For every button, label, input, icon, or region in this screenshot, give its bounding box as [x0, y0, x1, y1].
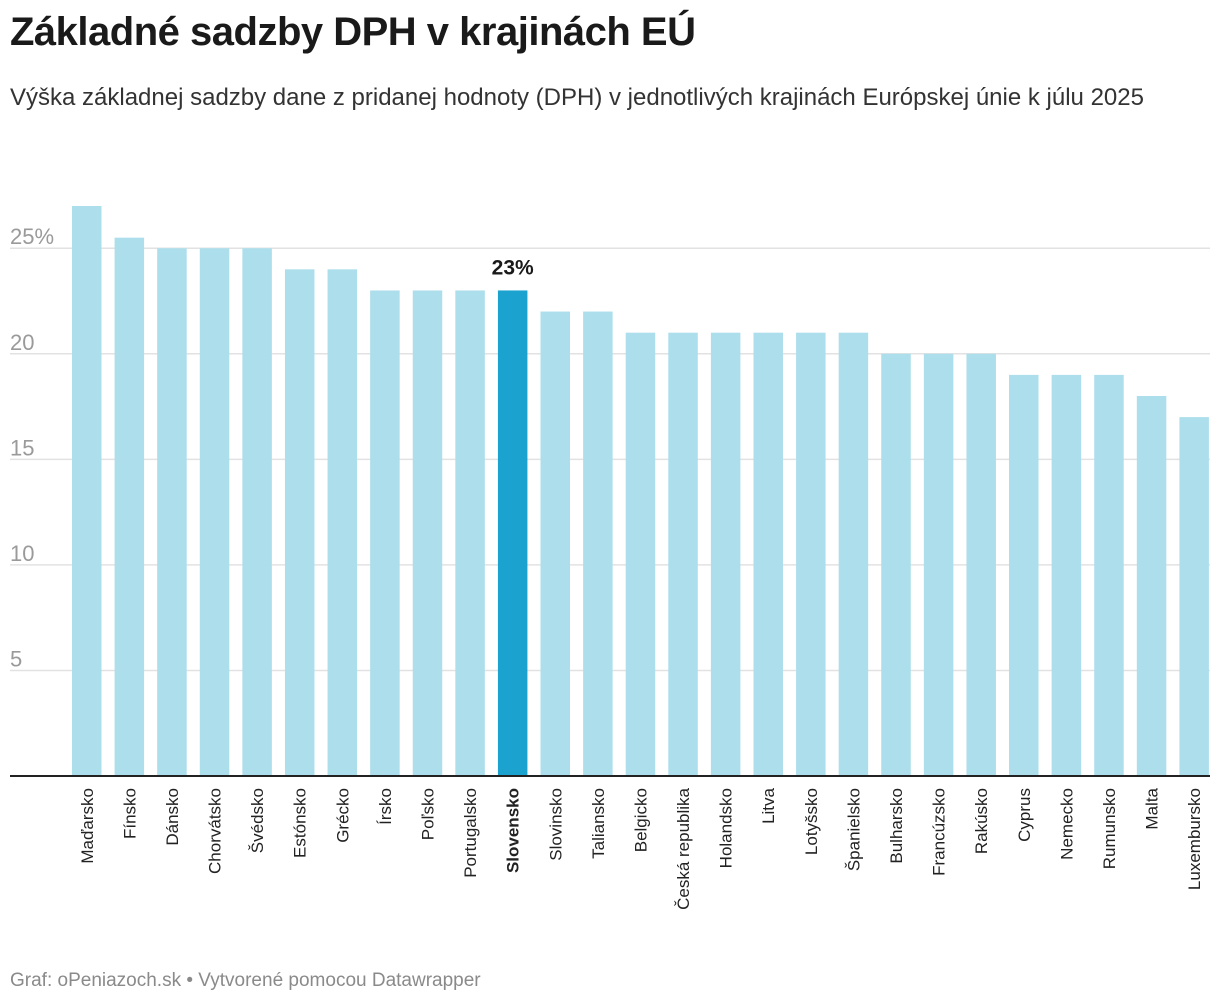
bar	[753, 332, 783, 776]
x-tick-label: Estónsko	[291, 788, 310, 858]
x-tick-label: Lotyšsko	[802, 788, 821, 855]
bar	[72, 206, 102, 776]
x-tick-label: Cyprus	[1015, 788, 1034, 842]
bar	[284, 269, 315, 776]
x-tick-label: Rakúsko	[972, 788, 991, 854]
x-tick-label: Belgicko	[631, 788, 650, 852]
x-tick-label: Taliansko	[589, 788, 608, 859]
y-axis-ticks: 5 10 15 20 25%	[10, 224, 54, 671]
x-tick-label: Grécko	[333, 788, 352, 843]
x-tick-label: Švédsko	[248, 788, 267, 853]
bar	[327, 269, 358, 776]
y-tick-label: 15	[10, 435, 34, 460]
x-tick-label: Portugalsko	[461, 788, 480, 878]
x-tick-label: Luxembursko	[1185, 788, 1204, 890]
bar	[1009, 374, 1039, 776]
x-tick-label: Španielsko	[844, 788, 863, 871]
bar	[668, 332, 698, 776]
bar	[923, 353, 954, 776]
x-tick-label: Rumunsko	[1100, 788, 1119, 869]
bar	[710, 332, 741, 776]
y-tick-label: 5	[10, 646, 22, 671]
category-labels: Maďarsko Fínsko Dánsko Chorvátsko Švédsko Est…	[78, 787, 1204, 909]
source-credit: Graf: oPeniazoch.sk • Vytvorené pomocou …	[10, 970, 481, 991]
y-tick-label: 10	[10, 541, 34, 566]
x-tick-label: Holandsko	[717, 788, 736, 868]
bar	[1094, 374, 1124, 776]
x-tick-label: Francúzsko	[930, 788, 949, 876]
bar	[497, 290, 528, 776]
bar	[1136, 396, 1167, 776]
bar	[157, 248, 187, 776]
x-tick-label: Chorvátsko	[206, 788, 225, 874]
bar	[199, 248, 230, 776]
bar	[625, 332, 656, 776]
x-tick-label: Fínsko	[120, 788, 139, 839]
bar	[114, 237, 145, 776]
chart-subtitle: Výška základnej sadzby dane z pridanej h…	[10, 84, 1144, 111]
bar	[412, 290, 443, 776]
x-tick-label: Poľsko	[418, 788, 437, 840]
x-tick-label: Litva	[759, 787, 778, 823]
y-tick-label: 25%	[10, 224, 54, 249]
bar	[966, 353, 996, 776]
bar	[583, 311, 613, 776]
y-tick-label: 20	[10, 330, 34, 355]
value-label-slovensko: 23%	[492, 256, 534, 279]
x-tick-label: Česká republika	[674, 787, 693, 909]
x-tick-label: Írsko	[376, 788, 395, 825]
bar	[1179, 417, 1209, 776]
bar	[242, 248, 272, 776]
x-tick-label: Malta	[1143, 787, 1162, 829]
bar	[455, 290, 485, 776]
x-tick-label: Slovinsko	[546, 788, 565, 861]
x-tick-label: Slovensko	[504, 788, 523, 873]
x-tick-label: Dánsko	[163, 788, 182, 846]
bars	[72, 206, 1209, 776]
bar	[881, 353, 911, 776]
bar	[540, 311, 571, 776]
bar	[370, 290, 400, 776]
value-labels: 23%	[492, 256, 534, 279]
bar-chart: 5 10 15 20 25% 23% Maďarsko Fínsko Dánsko Chorv…	[10, 206, 1210, 910]
bar	[1051, 374, 1082, 776]
bar	[796, 332, 826, 776]
bar	[838, 332, 869, 776]
x-tick-label: Bulharsko	[887, 788, 906, 864]
x-tick-label: Maďarsko	[78, 788, 97, 864]
chart-title: Základné sadzby DPH v krajinách EÚ	[10, 10, 696, 54]
x-tick-label: Nemecko	[1057, 788, 1076, 860]
